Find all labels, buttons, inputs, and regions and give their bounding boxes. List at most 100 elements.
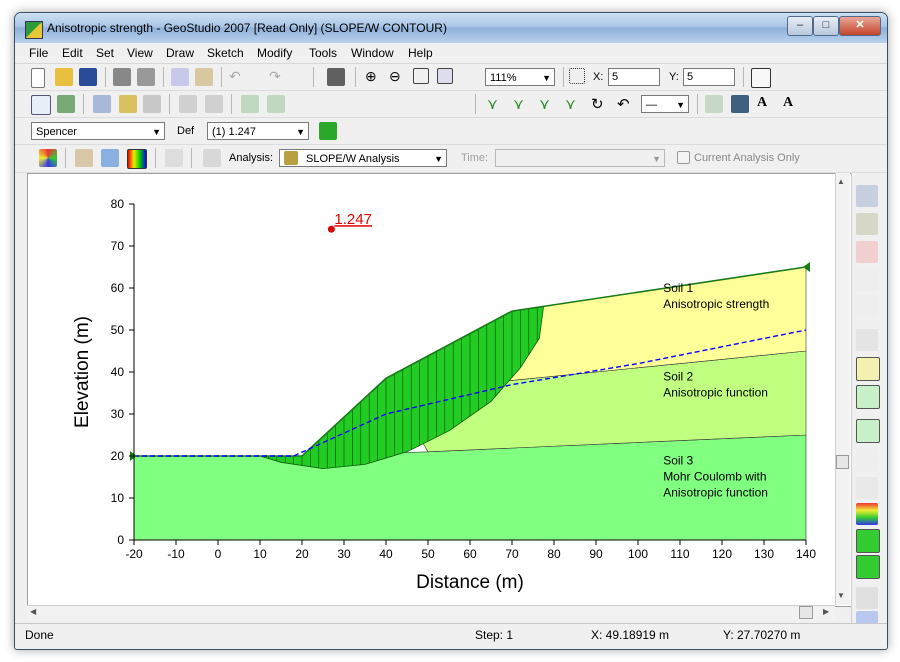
x-tick-label: 0 <box>215 547 222 561</box>
grid-x-input[interactable]: 5 <box>608 68 660 86</box>
scroll-down-icon[interactable]: ▼ <box>837 591 845 600</box>
window-title: Anisotropic strength - GeoStudio 2007 [R… <box>47 21 447 35</box>
current-analysis-only-checkbox[interactable] <box>677 151 690 164</box>
x-tick-label: -20 <box>125 547 143 561</box>
contour-icon[interactable] <box>127 149 147 169</box>
graph-icon[interactable] <box>241 95 259 113</box>
drawing-canvas[interactable]: -20 -10 0 10 20 30 40 50 60 70 80 90 100 110 120 130 140… <box>27 173 853 607</box>
draw-pressure-lines-icon[interactable]: ⋎ <box>487 96 498 113</box>
soil-label-3: Soil 3 <box>663 453 693 467</box>
scroll-right-icon[interactable]: ▶ <box>823 607 830 616</box>
menu-window[interactable]: Window <box>351 46 394 60</box>
view-materials-icon[interactable] <box>856 385 880 409</box>
time-select[interactable]: ▼ <box>495 149 665 167</box>
view-safety-map-icon[interactable] <box>856 555 880 579</box>
horizontal-scrollbar[interactable]: ◀ ▶ <box>27 605 835 620</box>
text-box-icon[interactable]: A <box>783 95 794 110</box>
method-select[interactable]: Spencer ▼ <box>31 122 165 140</box>
close-button[interactable]: ✕ <box>839 16 881 36</box>
grid-x-label: X: <box>593 71 604 83</box>
maximize-button[interactable]: □ <box>813 16 839 36</box>
mesh-settings-icon[interactable] <box>205 95 223 113</box>
edit-analysis-icon[interactable] <box>165 149 183 167</box>
view-slices-icon[interactable] <box>856 477 878 499</box>
draw-rotation-icon[interactable]: ↻ <box>591 96 604 113</box>
scroll-up-icon[interactable]: ▲ <box>837 177 845 186</box>
vertical-scrollbar[interactable]: ▲ ▼ <box>835 173 850 605</box>
view-reinforcement-icon[interactable] <box>856 587 878 609</box>
analysis-select[interactable]: SLOPE/W Analysis ▼ <box>279 149 447 167</box>
minimize-button[interactable]: – <box>787 16 813 36</box>
slip-surface-icon[interactable] <box>319 122 337 140</box>
view-contours-icon[interactable] <box>856 503 878 525</box>
draw-tension-crack-icon[interactable]: ⋎ <box>539 96 550 113</box>
zoom-in-icon[interactable]: ⊕ <box>365 68 377 84</box>
text-icon[interactable]: A <box>757 95 768 110</box>
solve-icon[interactable] <box>101 149 119 167</box>
view-regions-icon[interactable] <box>856 357 880 381</box>
scroll-left-icon[interactable]: ◀ <box>30 607 37 616</box>
line-style-value: — <box>646 99 657 111</box>
new-file-icon[interactable] <box>31 68 45 88</box>
zoom-page-icon[interactable] <box>413 68 429 84</box>
select-arrow-icon[interactable] <box>31 95 51 115</box>
undo-icon[interactable]: ↶ <box>229 68 241 84</box>
y-tick-label: 80 <box>111 197 125 211</box>
graph-settings-icon[interactable] <box>267 95 285 113</box>
analysis-label: Analysis: <box>229 152 274 164</box>
open-folder-icon[interactable] <box>55 68 73 86</box>
cross-section-chart: -20 -10 0 10 20 30 40 50 60 70 80 90 100 110 120 130 140… <box>72 197 816 593</box>
scale-icon[interactable] <box>751 68 771 88</box>
y-tick-label: 10 <box>111 491 125 505</box>
soil-label-1: Soil 1 <box>663 281 693 295</box>
copy-icon[interactable] <box>171 68 189 86</box>
picture-icon[interactable] <box>731 95 749 113</box>
menu-set[interactable]: Set <box>96 46 115 60</box>
view-point-numbers-icon[interactable] <box>856 295 878 317</box>
zoom-objects-icon[interactable] <box>437 68 453 84</box>
analysis-tree-icon[interactable] <box>203 149 221 167</box>
grid-y-input[interactable]: 5 <box>683 68 735 86</box>
grid-icon[interactable] <box>569 68 585 84</box>
paste-icon[interactable] <box>195 68 213 86</box>
save-icon[interactable] <box>79 68 97 86</box>
redo-icon[interactable]: ↷ <box>269 68 281 84</box>
define-icon[interactable] <box>75 149 93 167</box>
zoom-out-icon[interactable]: ⊖ <box>389 68 401 84</box>
menu-sketch[interactable]: Sketch <box>207 46 244 60</box>
materials-icon[interactable] <box>119 95 137 113</box>
factor-of-safety-label: 1.247 <box>334 211 372 228</box>
zoom-select[interactable]: 111% ▼ <box>485 68 555 86</box>
draw-arc-icon[interactable]: ↶ <box>617 96 630 113</box>
draw-slip-surface-icon[interactable]: ⋎ <box>513 96 524 113</box>
factor-of-safety-select[interactable]: (1) 1.247 ▼ <box>207 122 309 140</box>
view-layers-icon[interactable] <box>856 213 878 235</box>
properties-icon[interactable] <box>93 95 111 113</box>
select-region-icon[interactable] <box>57 95 75 113</box>
view-grid-icon[interactable] <box>856 329 878 351</box>
print-preview-icon[interactable] <box>137 68 155 86</box>
view-critical-slip-icon[interactable] <box>856 529 880 553</box>
print-icon[interactable] <box>113 68 131 86</box>
view-points-icon[interactable] <box>856 269 878 291</box>
edit-pen-icon[interactable] <box>327 68 345 86</box>
view-labels-icon[interactable] <box>856 241 878 263</box>
menu-modify[interactable]: Modify <box>257 46 293 60</box>
line-style-select[interactable]: — ▼ <box>641 95 689 113</box>
menu-tools[interactable]: Tools <box>309 46 338 60</box>
grid-mesh-icon[interactable] <box>179 95 197 113</box>
menu-draw[interactable]: Draw <box>166 46 195 60</box>
geostudio-icon[interactable] <box>39 149 57 167</box>
draw-reinforcement-icon[interactable]: ⋎ <box>565 96 576 113</box>
horizontal-scroll-thumb[interactable] <box>799 606 813 619</box>
menu-file[interactable]: File <box>29 46 49 60</box>
menu-view[interactable]: View <box>127 46 153 60</box>
menu-edit[interactable]: Edit <box>62 46 83 60</box>
axes-icon[interactable] <box>705 95 723 113</box>
menu-help[interactable]: Help <box>408 46 433 60</box>
vertical-scroll-thumb[interactable] <box>836 455 849 469</box>
view-slip-surfaces-icon[interactable] <box>856 185 878 207</box>
view-slice-numbers-icon[interactable] <box>856 449 878 471</box>
view-slip-icon[interactable] <box>856 419 880 443</box>
report-icon[interactable] <box>143 95 161 113</box>
